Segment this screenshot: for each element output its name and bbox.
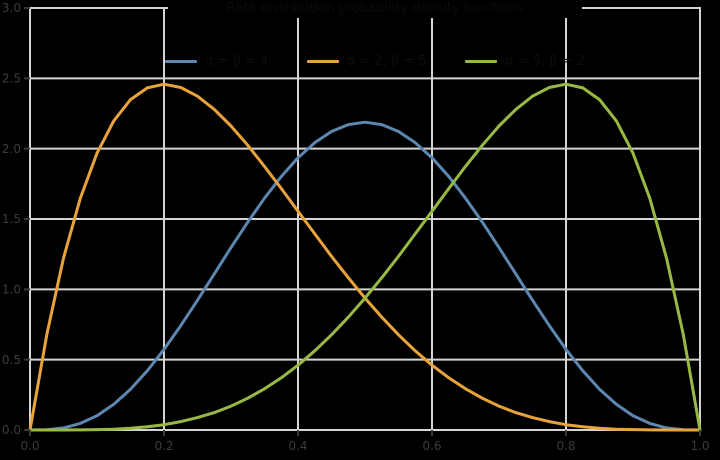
y-axis-tick-label: 0.5 <box>2 353 21 367</box>
x-axis-tick-label: 0.8 <box>556 439 575 453</box>
series-line-0 <box>28 120 702 432</box>
legend: α = β = 4 α = 2, β = 5 α = 5, β = 2 <box>165 48 585 74</box>
x-axis-tick-label: 0.4 <box>288 439 307 453</box>
series-line-1 <box>28 82 702 432</box>
legend-item-1: α = 2, β = 5 <box>306 53 427 69</box>
x-axis-tick-label: 0.6 <box>422 439 441 453</box>
x-axis-tick-label: 0.2 <box>154 439 173 453</box>
y-axis-tick-label: 2.5 <box>2 72 21 86</box>
legend-swatch-icon <box>165 59 197 63</box>
series-line-2 <box>28 82 702 432</box>
y-axis-tick-label: 1.5 <box>2 212 21 226</box>
chart-title: Beta distribution probability density fu… <box>168 0 582 18</box>
legend-label: α = 2, β = 5 <box>346 53 427 69</box>
legend-label: α = β = 4 <box>205 53 269 69</box>
y-axis-tick-label: 0.0 <box>2 423 21 437</box>
x-axis-tick-label: 1.0 <box>690 439 709 453</box>
legend-swatch-icon <box>464 59 497 63</box>
y-axis-tick-label: 3.0 <box>2 1 21 15</box>
x-axis-tick-label: 0.0 <box>20 439 39 453</box>
legend-label: α = 5, β = 2 <box>504 53 585 69</box>
legend-item-0: α = β = 4 <box>165 54 268 69</box>
y-axis-tick-label: 1.0 <box>2 283 21 297</box>
legend-item-2: α = 5, β = 2 <box>464 53 585 69</box>
y-axis-tick-label: 2.0 <box>2 142 21 156</box>
legend-swatch-icon <box>306 59 339 63</box>
